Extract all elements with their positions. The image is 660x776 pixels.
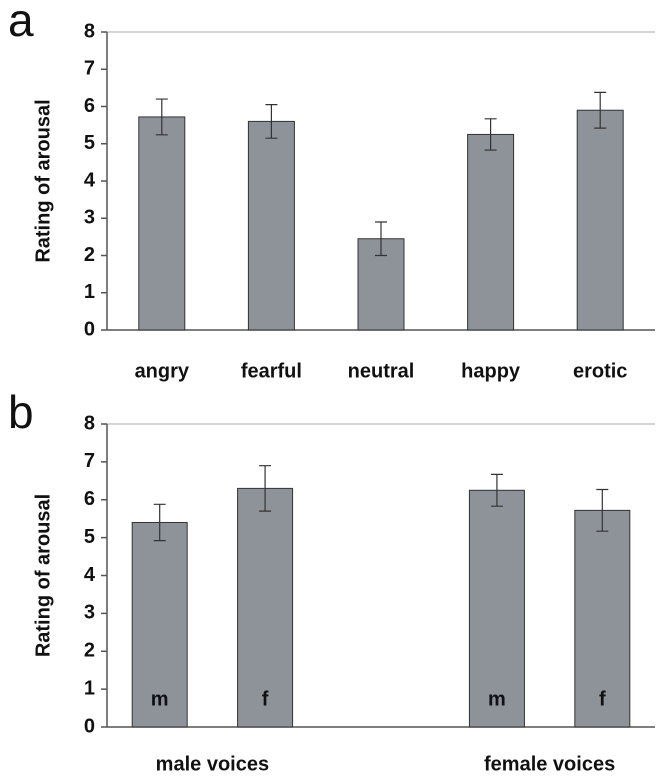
error-bar (596, 488, 609, 532)
y-tick-label: 0 (84, 715, 95, 737)
error-bar (155, 98, 168, 136)
error-bar (265, 104, 278, 139)
y-tick-label: 3 (84, 602, 95, 624)
x-tick-label: neutral (348, 360, 415, 382)
y-tick-label: 6 (84, 95, 95, 117)
error-bar (484, 118, 497, 151)
y-tick-label: 4 (84, 169, 96, 191)
x-tick-label: m (151, 688, 169, 710)
x-tick-label: erotic (573, 360, 627, 382)
bar (467, 133, 515, 331)
y-tick-label: 0 (84, 318, 95, 340)
y-tick-label: 5 (84, 132, 95, 154)
bar (574, 509, 631, 728)
panel-label: a (8, 0, 34, 46)
bar (131, 521, 188, 728)
bar (576, 109, 624, 331)
y-tick-label: 1 (84, 677, 95, 699)
y-tick-label: 6 (84, 488, 95, 510)
x-tick-label: fearful (241, 360, 302, 382)
error-bar (153, 503, 166, 542)
group-label: female voices (484, 753, 615, 775)
y-axis-label: Rating of arousal (32, 99, 54, 262)
y-tick-label: 2 (84, 640, 95, 662)
bar (138, 116, 186, 331)
y-tick-label: 1 (84, 281, 95, 303)
y-tick-label: 4 (84, 564, 96, 586)
y-tick-label: 7 (84, 58, 95, 80)
y-tick-label: 8 (84, 20, 95, 42)
y-tick-label: 5 (84, 526, 95, 548)
x-tick-label: angry (135, 360, 190, 382)
panel-label: b (8, 386, 34, 438)
error-bar (259, 465, 272, 512)
error-bar (375, 221, 387, 257)
x-tick-label: f (262, 688, 269, 710)
x-tick-label: happy (461, 360, 521, 382)
x-tick-label: m (488, 688, 506, 710)
bar (247, 120, 295, 331)
bar (237, 487, 294, 728)
y-tick-label: 2 (84, 244, 95, 266)
group-label: male voices (156, 753, 269, 775)
y-tick-label: 7 (84, 450, 95, 472)
y-tick-label: 3 (84, 207, 95, 229)
error-bar (490, 473, 503, 507)
bar (468, 489, 525, 728)
y-tick-label: 8 (84, 412, 95, 434)
error-bar (594, 91, 607, 129)
y-axis-label: Rating of arousal (32, 494, 54, 657)
x-tick-label: f (599, 688, 606, 710)
